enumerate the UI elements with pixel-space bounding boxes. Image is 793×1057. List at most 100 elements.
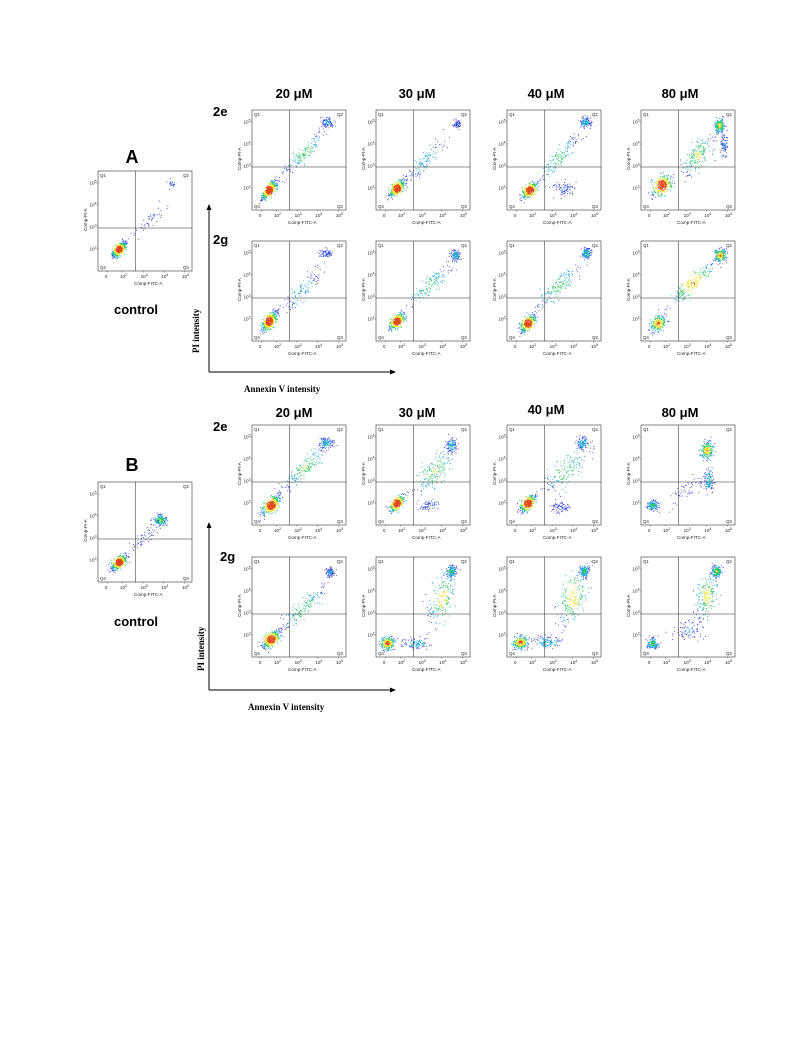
y-axis-label: Comp-PI-A (626, 461, 631, 485)
quadrant-label-q1: Q1 (643, 243, 649, 248)
quadrant-label-q3: Q3 (337, 335, 343, 340)
y-tick-label: 103 (368, 163, 375, 169)
event-points (647, 246, 729, 336)
x-tick-label: 104 (315, 527, 322, 533)
x-tick-label: 102 (529, 212, 536, 218)
quadrant-label-q2: Q2 (183, 173, 189, 178)
quadrant-label-q3: Q3 (592, 519, 598, 524)
quadrant-label-q1: Q1 (643, 427, 649, 432)
x-tick-label: 104 (570, 212, 577, 218)
x-tick-label: 0 (383, 344, 386, 349)
quadrant-label-q3: Q3 (592, 335, 598, 340)
x-axis-label: Comp-FITC-A (543, 535, 573, 540)
concentration-a-80: 80 μM (661, 86, 699, 101)
x-tick-label: 103 (684, 659, 691, 665)
quadrant-label-q1: Q1 (378, 243, 384, 248)
x-axis-label: Comp-FITC-A (677, 351, 707, 356)
x-tick-label: 104 (161, 584, 168, 590)
quadrant-label-q3: Q3 (337, 651, 343, 656)
x-tick-label: 103 (295, 212, 302, 218)
x-tick-label: 105 (460, 212, 467, 218)
quadrant-label-q3: Q3 (726, 204, 732, 209)
quadrant-label-q3: Q3 (592, 651, 598, 656)
quadrant-label-q4: Q4 (378, 519, 384, 524)
x-tick-label: 103 (295, 343, 302, 349)
dot-plot-svg: Q1 Q2 Q3 Q4 0 102 103 104 105 102 103 104 105 Comp-FI… (626, 240, 736, 356)
row-label-a-2e: 2e (213, 104, 228, 119)
x-axis-label: Comp-FITC-A (543, 667, 573, 672)
x-tick-label: 105 (336, 527, 343, 533)
x-tick-label: 105 (725, 343, 732, 349)
row-label-b-2g: 2g (220, 549, 236, 564)
y-axis-title-b: PI intensity (196, 626, 206, 671)
quadrant-label-q2: Q2 (461, 112, 467, 117)
y-tick-label: 105 (244, 250, 251, 256)
quadrant-label-q2: Q2 (726, 427, 732, 432)
x-tick-label: 102 (120, 584, 127, 590)
dot-plot-svg: Q1 Q2 Q3 Q4 0 102 103 104 105 102 103 104 105 Comp-FI… (361, 424, 471, 540)
flow-plot-a-2g-80um: Q1 Q2 Q3 Q4 0 102 103 104 105 102 103 104 105 Comp-FI… (621, 237, 739, 365)
y-tick-label: 104 (244, 272, 251, 278)
x-axis-label: Comp-FITC-A (543, 351, 573, 356)
quadrant-label-q2: Q2 (461, 427, 467, 432)
quadrant-label-q4: Q4 (254, 651, 260, 656)
y-tick-label: 102 (633, 185, 640, 191)
y-tick-label: 104 (633, 272, 640, 278)
x-tick-label: 105 (182, 273, 189, 279)
quadrant-label-q1: Q1 (254, 427, 260, 432)
y-tick-label: 105 (244, 119, 251, 125)
y-tick-label: 103 (368, 610, 375, 616)
quadrant-label-q3: Q3 (592, 204, 598, 209)
quadrant-label-q1: Q1 (509, 112, 515, 117)
y-tick-label: 103 (244, 294, 251, 300)
y-tick-label: 104 (368, 456, 375, 462)
dot-plot-svg: Q1 Q2 Q3 Q4 0 102 103 104 105 102 103 104 105 Comp-FI… (626, 424, 736, 540)
quadrant-label-q1: Q1 (378, 427, 384, 432)
x-tick-label: 105 (591, 212, 598, 218)
y-tick-label: 103 (368, 478, 375, 484)
flow-plot-a-control: Q1 Q2 Q3 Q4 0 102 103 104 105 102 103 104 105 Comp-FI… (78, 167, 196, 295)
dot-plot-svg: Q1 Q2 Q3 Q4 0 102 103 104 105 102 103 104 105 Comp-FI… (237, 424, 347, 540)
x-tick-label: 104 (315, 659, 322, 665)
y-axis-label: Comp-PI-A (237, 593, 242, 617)
quadrant-label-q4: Q4 (643, 651, 649, 656)
y-tick-label: 104 (368, 272, 375, 278)
control-label-b: control (113, 614, 159, 629)
y-tick-label: 102 (244, 500, 251, 506)
quadrant-label-q4: Q4 (643, 519, 649, 524)
quadrant-label-q2: Q2 (461, 559, 467, 564)
y-tick-label: 104 (499, 272, 506, 278)
quadrant-label-q1: Q1 (100, 173, 106, 178)
event-points (107, 512, 169, 573)
quadrant-label-q2: Q2 (726, 243, 732, 248)
event-points (257, 436, 338, 522)
x-axis-label: Comp-FITC-A (412, 351, 442, 356)
y-axis-label: Comp-PI-A (361, 146, 366, 170)
x-tick-label: 105 (336, 659, 343, 665)
y-axis-label: Comp-PI-A (83, 207, 88, 231)
y-tick-label: 103 (90, 535, 97, 541)
flow-plot-b-2g-20um: Q1 Q2 Q3 Q4 0 102 103 104 105 102 103 104 105 Comp-FI… (232, 553, 350, 681)
x-tick-label: 102 (529, 659, 536, 665)
event-points (517, 246, 593, 337)
event-points (259, 116, 336, 204)
quadrant-label-q3: Q3 (461, 204, 467, 209)
quadrant-label-q4: Q4 (254, 204, 260, 209)
quadrant-label-q3: Q3 (726, 335, 732, 340)
x-tick-label: 104 (704, 527, 711, 533)
y-tick-label: 104 (244, 456, 251, 462)
event-points (111, 178, 175, 260)
x-axis-label: Comp-FITC-A (412, 667, 442, 672)
quadrant-label-q1: Q1 (643, 112, 649, 117)
y-tick-label: 104 (499, 456, 506, 462)
x-tick-label: 104 (570, 659, 577, 665)
x-tick-label: 104 (704, 659, 711, 665)
x-tick-label: 105 (591, 527, 598, 533)
quadrant-label-q2: Q2 (337, 427, 343, 432)
y-axis-label: Comp-PI-A (237, 146, 242, 170)
quadrant-label-q3: Q3 (726, 651, 732, 656)
x-tick-label: 104 (439, 659, 446, 665)
dot-plot-svg: Q1 Q2 Q3 Q4 0 102 103 104 105 102 103 104 105 Comp-FI… (361, 556, 471, 672)
event-points (645, 436, 716, 513)
